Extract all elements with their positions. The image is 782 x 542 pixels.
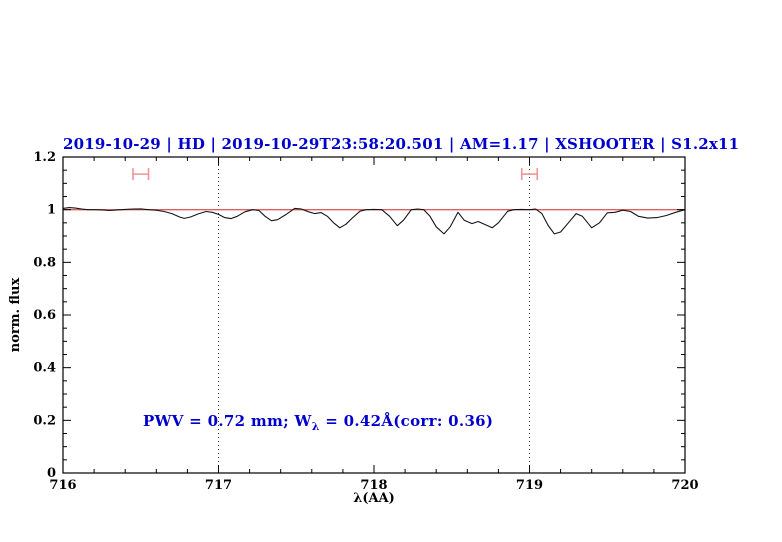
annotation-lambda-subscript: λ [311,420,320,433]
spectrum-line [62,207,686,235]
y-tick-label: 0 [47,466,56,481]
annotation-suffix: = 0.42Å(corr: 0.36) [319,412,494,430]
y-tick-label: 0.8 [33,255,56,270]
y-tick-label: 0.2 [33,413,56,428]
y-tick-label: 0.4 [33,361,56,376]
x-tick-label: 716 [49,478,76,493]
x-tick-label: 720 [671,478,698,493]
y-axis-label: norm. flux [8,277,23,353]
pwv-annotation: PWV = 0.72 mm; Wλ = 0.42Å(corr: 0.36) [143,412,494,433]
x-tick-label: 718 [360,478,387,493]
x-tick-label: 719 [516,478,543,493]
x-tick-label: 717 [205,478,232,493]
y-tick-label: 1.2 [33,150,56,165]
x-axis-label: λ(AA) [353,491,395,506]
y-tick-label: 1 [47,203,56,218]
plot-title: 2019-10-29 | HD | 2019-10-29T23:58:20.50… [63,135,740,153]
y-tick-label: 0.6 [33,308,56,323]
annotation-prefix: PWV = 0.72 mm; W [143,412,312,430]
